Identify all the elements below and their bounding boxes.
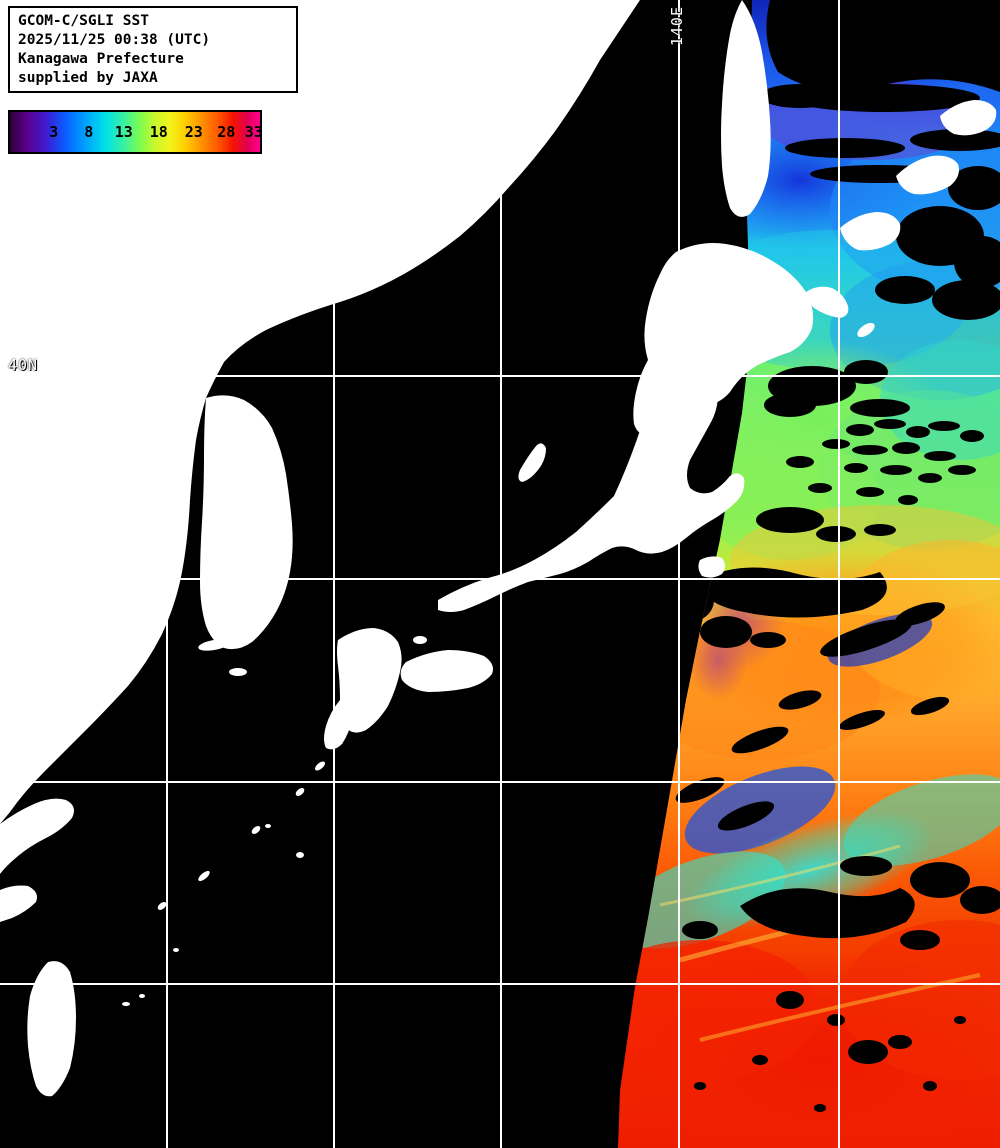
colorbar-gradient — [10, 112, 260, 152]
grid-line-vertical — [333, 0, 335, 1148]
grid-line-horizontal — [0, 983, 1000, 985]
grid-line-horizontal — [0, 781, 1000, 783]
grid-line-vertical — [166, 0, 168, 1148]
sst-colorbar: 3 8 13 18 23 28 33 — [8, 110, 263, 154]
latitude-label-40n: 40N — [8, 356, 39, 374]
title-line-supplier: supplied by JAXA — [18, 70, 158, 86]
grid-line-latitude-40n — [0, 375, 1000, 377]
title-info-box: GCOM-C/SGLI SST 2025/11/25 00:38 (UTC) K… — [8, 6, 298, 93]
grid-line-longitude-140e — [678, 0, 680, 1148]
grid-line-vertical — [500, 0, 502, 1148]
grid-line-vertical — [838, 0, 840, 1148]
longitude-label-140e: 140E — [668, 6, 686, 47]
title-line-product: GCOM-C/SGLI SST — [18, 13, 149, 29]
grid-line-horizontal — [0, 578, 1000, 580]
title-line-datetime: 2025/11/25 00:38 (UTC) — [18, 32, 211, 48]
title-line-region: Kanagawa Prefecture — [18, 51, 184, 67]
